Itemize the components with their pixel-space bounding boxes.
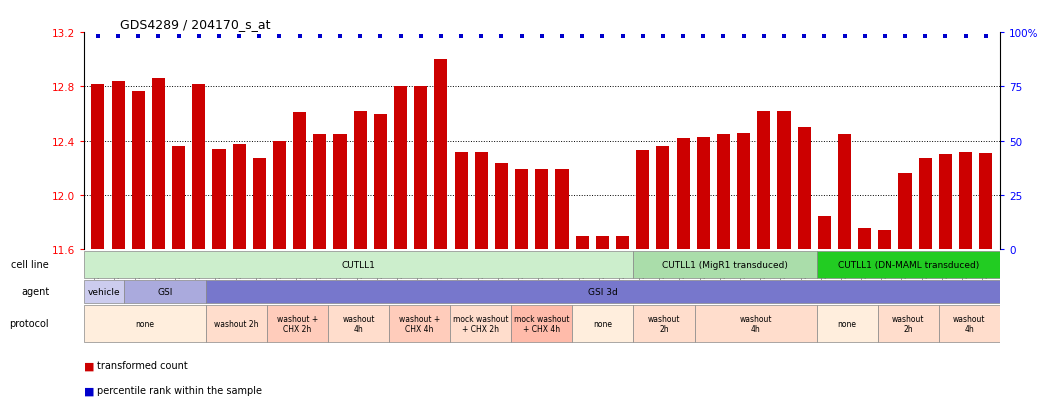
Bar: [112, 82, 125, 250]
Bar: [313, 135, 327, 250]
Bar: [435, 60, 447, 250]
Bar: [389, 305, 450, 342]
Bar: [535, 170, 549, 250]
Bar: [267, 305, 328, 342]
Text: cell line: cell line: [12, 260, 49, 270]
Bar: [859, 228, 871, 250]
Bar: [511, 305, 573, 342]
Bar: [206, 305, 267, 342]
Text: CUTLL1 (MigR1 transduced): CUTLL1 (MigR1 transduced): [662, 260, 788, 269]
Bar: [877, 305, 939, 342]
Bar: [757, 112, 771, 250]
Bar: [939, 155, 952, 250]
Bar: [515, 170, 528, 250]
Bar: [415, 87, 427, 250]
Text: mock washout
+ CHX 4h: mock washout + CHX 4h: [514, 314, 570, 333]
Text: transformed count: transformed count: [97, 361, 188, 370]
Bar: [878, 231, 891, 250]
Bar: [656, 147, 669, 250]
Bar: [696, 138, 710, 250]
Bar: [556, 170, 569, 250]
Bar: [633, 305, 694, 342]
Bar: [798, 128, 810, 250]
Bar: [637, 151, 649, 250]
Bar: [737, 133, 750, 250]
Bar: [939, 305, 1000, 342]
Bar: [152, 79, 165, 250]
Bar: [293, 113, 306, 250]
Bar: [573, 305, 633, 342]
Bar: [818, 216, 831, 250]
Text: vehicle: vehicle: [88, 287, 120, 296]
Bar: [898, 174, 912, 250]
Bar: [328, 305, 389, 342]
Text: washout
4h: washout 4h: [342, 314, 375, 333]
Text: washout
4h: washout 4h: [739, 314, 772, 333]
Text: none: none: [594, 319, 612, 328]
Bar: [132, 91, 144, 250]
Bar: [374, 114, 387, 250]
Bar: [206, 280, 1000, 303]
Bar: [495, 163, 508, 250]
Bar: [676, 139, 690, 250]
Text: mock washout
+ CHX 2h: mock washout + CHX 2h: [453, 314, 509, 333]
Bar: [717, 135, 730, 250]
Bar: [91, 85, 105, 250]
Text: none: none: [838, 319, 856, 328]
Text: GSI 3d: GSI 3d: [588, 287, 618, 296]
Bar: [252, 159, 266, 250]
Bar: [273, 141, 286, 250]
Bar: [576, 236, 588, 250]
Text: percentile rank within the sample: percentile rank within the sample: [97, 385, 263, 395]
Bar: [778, 112, 790, 250]
Text: CUTLL1: CUTLL1: [341, 260, 376, 269]
Text: GSI: GSI: [157, 287, 173, 296]
Bar: [838, 135, 851, 250]
Bar: [213, 150, 225, 250]
Bar: [616, 236, 629, 250]
Bar: [474, 152, 488, 250]
Bar: [979, 154, 993, 250]
Text: ■: ■: [84, 385, 94, 395]
Bar: [394, 87, 407, 250]
Bar: [454, 152, 468, 250]
Bar: [450, 305, 511, 342]
Text: washout
4h: washout 4h: [953, 314, 985, 333]
Bar: [633, 251, 817, 278]
Bar: [918, 159, 932, 250]
Bar: [172, 147, 185, 250]
Text: protocol: protocol: [9, 318, 49, 328]
Bar: [84, 251, 633, 278]
Text: washout 2h: washout 2h: [215, 319, 259, 328]
Bar: [694, 305, 817, 342]
Text: none: none: [135, 319, 154, 328]
Bar: [817, 251, 1000, 278]
Bar: [596, 236, 609, 250]
Bar: [193, 85, 205, 250]
Bar: [354, 112, 366, 250]
Text: washout
2h: washout 2h: [648, 314, 681, 333]
Bar: [959, 152, 972, 250]
Bar: [125, 280, 206, 303]
Text: washout +
CHX 4h: washout + CHX 4h: [399, 314, 441, 333]
Text: washout
2h: washout 2h: [892, 314, 925, 333]
Text: ■: ■: [84, 361, 94, 370]
Text: GDS4289 / 204170_s_at: GDS4289 / 204170_s_at: [120, 17, 271, 31]
Text: agent: agent: [21, 287, 49, 297]
Text: CUTLL1 (DN-MAML transduced): CUTLL1 (DN-MAML transduced): [838, 260, 979, 269]
Bar: [817, 305, 877, 342]
Bar: [84, 280, 125, 303]
Bar: [334, 135, 347, 250]
Text: washout +
CHX 2h: washout + CHX 2h: [276, 314, 318, 333]
Bar: [84, 305, 206, 342]
Bar: [232, 144, 246, 250]
